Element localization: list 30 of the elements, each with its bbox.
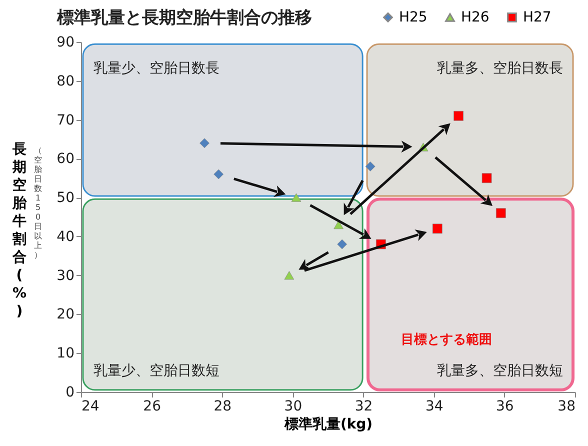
y-tick-label: 40 bbox=[56, 228, 74, 245]
x-axis-title: 標準乳量(kg) bbox=[283, 416, 373, 432]
annotation: 乳量多、空胎日数短 bbox=[437, 363, 564, 379]
y-tick-label: 90 bbox=[56, 34, 74, 50]
legend-label: H27 bbox=[523, 9, 552, 26]
x-tick-label: 38 bbox=[558, 398, 576, 414]
annotation: 目標とする範囲 bbox=[401, 332, 492, 348]
y-tick-label: 80 bbox=[56, 73, 74, 90]
y-tick-label: 70 bbox=[56, 112, 74, 128]
annotation: 乳量多、空胎日数長 bbox=[437, 60, 564, 76]
y-tick-label: 20 bbox=[56, 306, 74, 323]
x-tick-label: 24 bbox=[82, 398, 100, 414]
y-tick-label: 50 bbox=[56, 190, 74, 206]
x-tick-label: 36 bbox=[496, 398, 514, 414]
chart-title: 標準乳量と長期空胎牛割合の推移 bbox=[56, 8, 312, 28]
y-tick-label: 30 bbox=[56, 268, 74, 284]
legend-label: H26 bbox=[461, 10, 490, 26]
x-tick-label: 26 bbox=[143, 398, 162, 414]
y-tick-label: 0 bbox=[66, 384, 74, 400]
x-tick-label: 32 bbox=[354, 398, 373, 414]
x-tick-label: 34 bbox=[425, 398, 444, 414]
legend-label: H25 bbox=[399, 9, 428, 26]
annotation: 乳量少、空胎日数長 bbox=[93, 60, 220, 76]
x-tick-label: 30 bbox=[284, 398, 302, 414]
text: （空胎日数150日以上） bbox=[34, 146, 42, 260]
annotation: 乳量少、空胎日数短 bbox=[93, 363, 220, 379]
y-tick-label: 60 bbox=[56, 151, 74, 168]
text: 長期空胎牛割合(%) bbox=[12, 142, 27, 320]
x-tick-label: 28 bbox=[214, 398, 232, 414]
y-tick-label: 10 bbox=[56, 346, 74, 362]
